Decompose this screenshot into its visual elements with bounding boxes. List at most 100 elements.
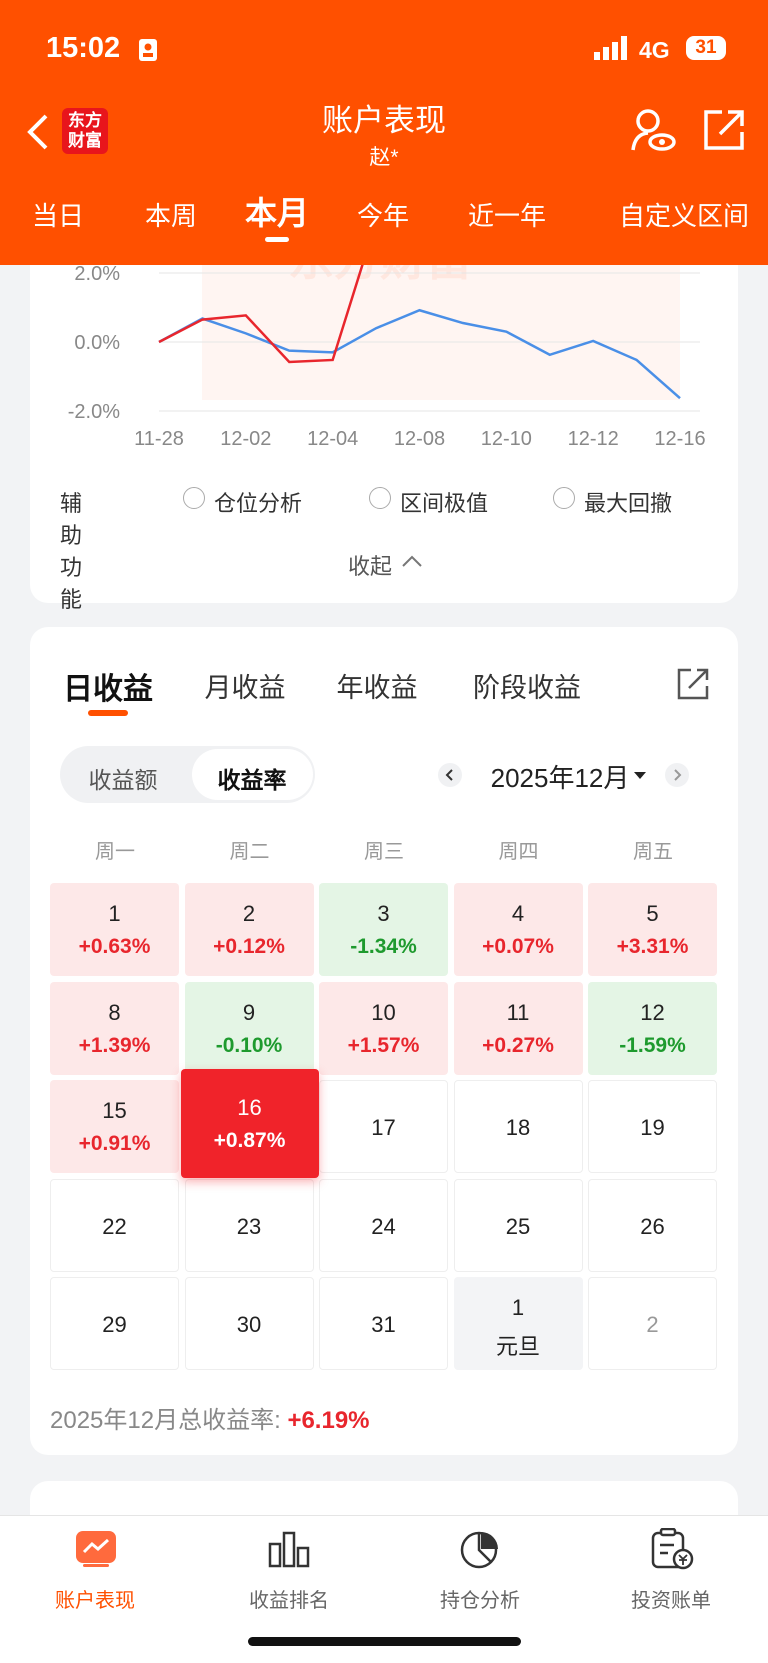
calendar-cell[interactable]: 22 <box>50 1178 179 1272</box>
logo: 东方 财富 <box>62 108 108 154</box>
nav-icon[interactable] <box>268 1530 310 1568</box>
x-tick-label: 12-12 <box>568 428 619 450</box>
nav-label[interactable]: 账户表现 <box>55 1590 135 1612</box>
tab-indicator <box>265 237 289 242</box>
y-tick-label: 2.0% <box>74 263 120 285</box>
period-tab[interactable]: 本周 <box>144 201 198 231</box>
y-tick-label: 0.0% <box>74 332 120 354</box>
radio[interactable] <box>183 487 205 509</box>
day-number: 24 <box>371 1213 396 1239</box>
period-tab[interactable]: 今年 <box>356 201 410 231</box>
nav-icon[interactable] <box>459 1529 501 1569</box>
day-number: 22 <box>102 1213 127 1239</box>
calendar-cell[interactable]: 11 +0.27% <box>453 981 583 1075</box>
radio[interactable] <box>369 487 391 509</box>
total-label: 2025年12月总收益率: <box>50 1407 281 1434</box>
day-number: 11 <box>506 999 530 1025</box>
nav-label[interactable]: 收益排名 <box>249 1590 329 1612</box>
day-number: 12 <box>640 999 665 1025</box>
toggle-active <box>192 749 313 800</box>
period-tab[interactable]: 本月 <box>244 195 310 231</box>
calendar-cell[interactable]: 2 <box>588 1277 717 1370</box>
calendar-cell[interactable]: 5 +3.31% <box>588 883 717 976</box>
nav-label[interactable]: 持仓分析 <box>440 1590 520 1612</box>
day-number: 16 <box>237 1095 262 1120</box>
calendar-cell[interactable]: 8 +1.39% <box>50 981 179 1075</box>
day-return: +0.63% <box>78 935 151 958</box>
calendar-cell[interactable]: 2 +0.12% <box>184 883 314 976</box>
returns-tab[interactable]: 月收益 <box>204 673 286 703</box>
nav-icon[interactable] <box>650 1528 694 1570</box>
calendar-cell[interactable]: 10 +1.57% <box>319 981 448 1075</box>
share-icon[interactable] <box>702 108 746 152</box>
toggle-option[interactable]: 收益率 <box>217 767 287 793</box>
option-label[interactable]: 最大回撤 <box>584 491 673 516</box>
calendar-cell[interactable]: 16 +0.87% <box>180 1069 319 1178</box>
collapse-button[interactable]: 收起 <box>347 554 393 579</box>
day-number: 15 <box>102 1098 127 1123</box>
calendar-cell[interactable]: 12 -1.59% <box>588 981 717 1075</box>
calendar-cell[interactable]: 19 <box>588 1080 717 1173</box>
day-return: -0.10% <box>215 1033 283 1057</box>
weekday: 周四 <box>498 841 539 863</box>
period-tab[interactable]: 自定义区间 <box>618 201 750 231</box>
period-tab[interactable]: 近一年 <box>467 201 547 231</box>
day-number: 25 <box>505 1213 531 1239</box>
nav-icon[interactable] <box>75 1530 117 1568</box>
day-number: 31 <box>371 1312 396 1337</box>
nav-label[interactable]: 投资账单 <box>631 1590 711 1612</box>
calendar-cell[interactable]: 15 +0.91% <box>50 1080 179 1173</box>
subtitle: 赵* <box>369 146 399 169</box>
logo-text: 财富 <box>68 131 102 150</box>
prev-month[interactable] <box>437 762 463 788</box>
calendar-cell[interactable]: 26 <box>588 1178 717 1272</box>
header: 15:02 4G 31 东方 财富 账户表现 赵* 当日 本周 本月 今年 近一年 自定义… <box>0 0 768 265</box>
option-label[interactable]: 区间极值 <box>400 491 489 516</box>
y-tick-label: -2.0% <box>68 401 120 423</box>
calendar-cell[interactable]: 24 <box>319 1178 448 1272</box>
user-icon[interactable] <box>630 108 676 154</box>
network: 4G <box>639 37 670 63</box>
back-button[interactable] <box>26 113 50 151</box>
calendar-cell[interactable]: 29 <box>50 1277 179 1370</box>
calendar-cell[interactable]: 30 <box>184 1277 314 1370</box>
share-icon[interactable] <box>675 666 711 702</box>
x-tick-label: 12-10 <box>481 428 532 450</box>
day-return: +0.91% <box>78 1132 151 1155</box>
battery: 31 <box>686 36 726 60</box>
dropdown-arrow[interactable] <box>632 770 648 780</box>
collapse-arrow[interactable] <box>400 553 424 569</box>
calendar-cell[interactable]: 17 <box>319 1080 448 1173</box>
calendar-cell[interactable]: 18 <box>453 1080 583 1173</box>
calendar-cell[interactable]: 9 -0.10% <box>184 981 314 1075</box>
holiday-label: 元旦 <box>495 1334 540 1359</box>
day-return: +0.07% <box>482 935 554 958</box>
weekday: 周五 <box>633 841 673 863</box>
day-number: 3 <box>377 901 390 926</box>
next-month[interactable] <box>664 762 690 788</box>
returns-tab[interactable]: 阶段收益 <box>473 673 581 703</box>
calendar-cell[interactable]: 31 <box>319 1277 448 1370</box>
day-number: 4 <box>511 901 525 926</box>
x-tick-label: 12-02 <box>220 428 271 450</box>
radio[interactable] <box>553 487 575 509</box>
month-selector[interactable]: 2025年12月 <box>490 763 630 793</box>
calendar-cell[interactable]: 3 -1.34% <box>319 883 448 976</box>
returns-tab[interactable]: 日收益 <box>63 673 153 706</box>
day-number: 1 <box>108 901 121 926</box>
period-tab[interactable]: 当日 <box>31 201 85 231</box>
x-tick-label: 11-28 <box>134 428 184 450</box>
calendar-cell[interactable]: 1 +0.63% <box>50 883 179 976</box>
day-number: 30 <box>236 1312 262 1337</box>
calendar-cell[interactable]: 1 元旦 <box>453 1277 583 1370</box>
calendar-cell[interactable]: 4 +0.07% <box>453 883 583 976</box>
calendar-cell[interactable]: 23 <box>184 1178 314 1272</box>
calendar-cell[interactable]: 25 <box>453 1178 583 1272</box>
title: 账户表现 <box>322 103 446 138</box>
returns-tab[interactable]: 年收益 <box>336 673 418 703</box>
day-number: 8 <box>108 999 121 1025</box>
option-label[interactable]: 仓位分析 <box>214 491 303 516</box>
toggle-option[interactable]: 收益额 <box>88 767 158 793</box>
